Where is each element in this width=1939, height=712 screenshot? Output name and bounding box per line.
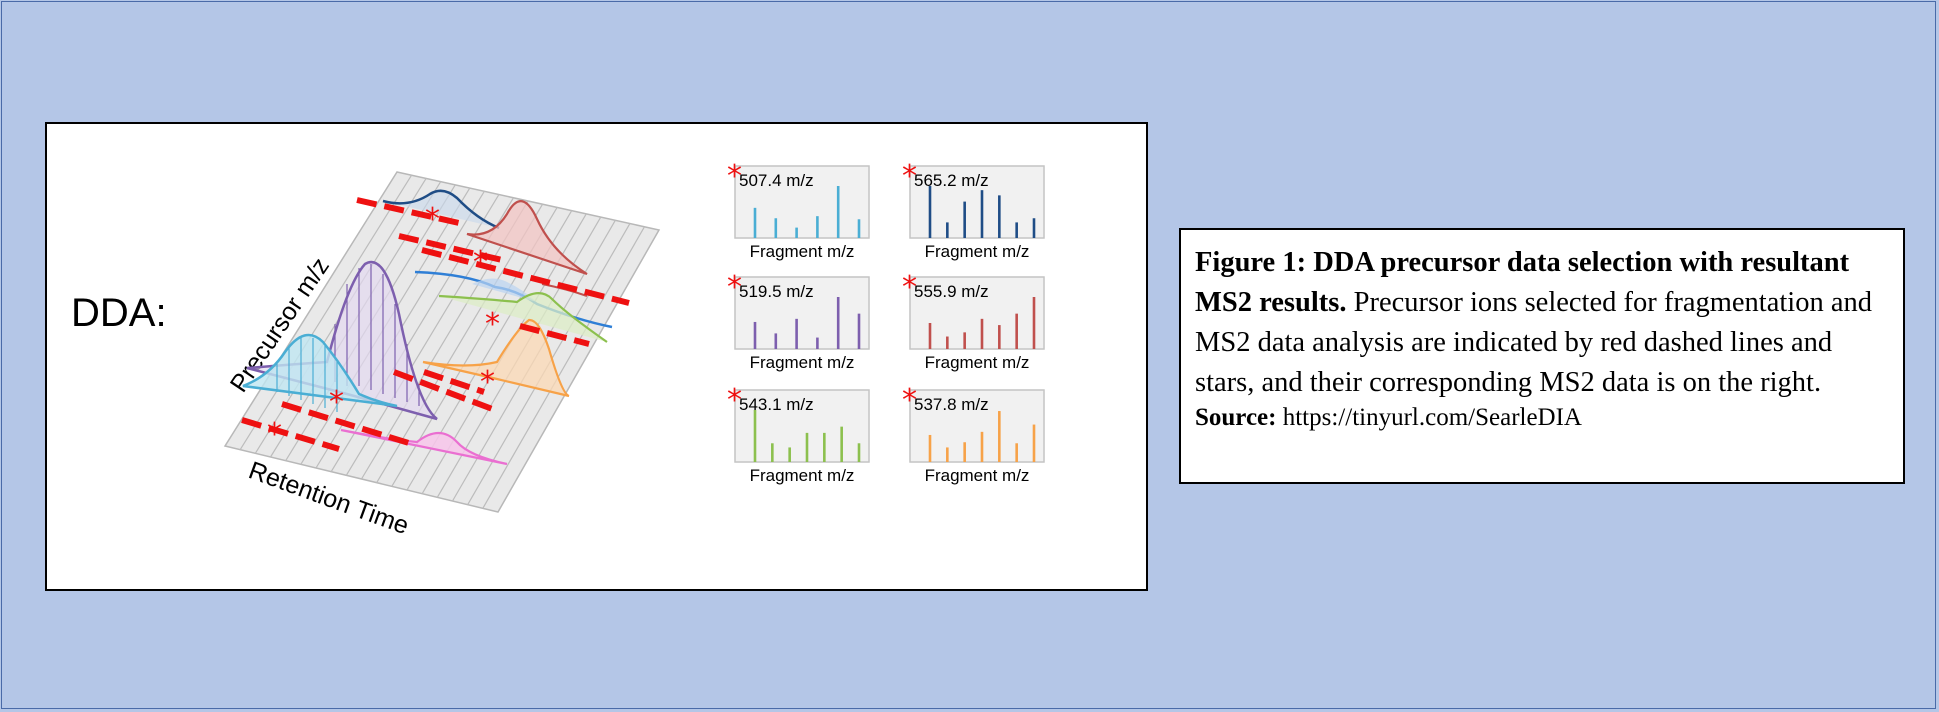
precursor-mz-label: 507.4 m/z xyxy=(739,171,814,190)
dashed-line-5 xyxy=(392,369,497,413)
dashed-line-6 xyxy=(423,369,485,395)
star-icon: * xyxy=(727,383,742,418)
ms2-panel: *537.8 m/z Fragment m/z xyxy=(902,383,1045,485)
peak-red xyxy=(466,200,588,276)
dda-diagram: DDA: Precursor m/z Retention Time xyxy=(71,159,1045,540)
ms2-panel: *565.2 m/z Fragment m/z xyxy=(902,159,1045,261)
retention-mz-grid xyxy=(223,171,661,513)
peak-green xyxy=(438,292,608,343)
elution-peaks xyxy=(242,189,613,466)
dashed-line-3 xyxy=(421,247,630,306)
ms2-panel-frame xyxy=(734,389,870,463)
star-icon: * xyxy=(329,385,344,420)
fragment-mz-axis-label: Fragment m/z xyxy=(925,353,1030,372)
star-icon: * xyxy=(473,245,488,280)
precursor-mz-label: 565.2 m/z xyxy=(914,171,989,190)
ms2-panel-frame xyxy=(734,276,870,350)
grid-line xyxy=(345,197,514,476)
star-icon: * xyxy=(267,417,282,452)
precursor-mz-label: 537.8 m/z xyxy=(914,395,989,414)
caption-text: Figure 1: DDA precursor data selection w… xyxy=(1195,243,1889,403)
selection-stars: * * * * * * xyxy=(267,202,500,452)
source-line: Source: https://tinyurl.com/SearleDIA xyxy=(1195,403,1889,433)
star-icon: * xyxy=(902,270,917,305)
dashed-line-2 xyxy=(398,233,503,263)
dashed-line-7 xyxy=(281,401,413,447)
star-icon: * xyxy=(480,365,495,400)
precursor-mz-label: 555.9 m/z xyxy=(914,282,989,301)
dashed-line-8 xyxy=(241,417,340,452)
ms2-panel: *555.9 m/z Fragment m/z xyxy=(902,270,1045,372)
ms2-panel: *519.5 m/z Fragment m/z xyxy=(727,270,870,372)
ms2-panel-frame xyxy=(909,276,1045,350)
peak-dark-blue xyxy=(382,189,500,230)
fragment-mz-axis-label: Fragment m/z xyxy=(750,353,855,372)
ms2-panel-frame xyxy=(734,165,870,239)
source-label: Source: xyxy=(1195,404,1277,431)
selection-dashes xyxy=(241,197,630,452)
grid-line xyxy=(330,194,500,472)
fragment-mz-axis-label: Fragment m/z xyxy=(925,466,1030,485)
figure-caption: Figure 1: DDA precursor data selection w… xyxy=(1179,228,1905,484)
dda-diagram-panel: DDA: Precursor m/z Retention Time xyxy=(45,122,1148,591)
grid-line xyxy=(360,200,529,480)
precursor-mz-label: 543.1 m/z xyxy=(739,395,814,414)
star-icon: * xyxy=(727,270,742,305)
dashed-line-1 xyxy=(356,197,460,226)
dashed-line-4 xyxy=(519,323,590,347)
star-icon: * xyxy=(425,202,440,237)
fragment-mz-axis-label: Fragment m/z xyxy=(750,242,855,261)
source-url: https://tinyurl.com/SearleDIA xyxy=(1276,404,1582,431)
precursor-mz-label: 519.5 m/z xyxy=(739,282,814,301)
star-icon: * xyxy=(902,383,917,418)
peak-orange xyxy=(422,318,570,398)
ms2-panel-frame xyxy=(909,389,1045,463)
caption-body: Precursor ions selected for fragmentatio… xyxy=(1195,287,1872,398)
peak-cyan xyxy=(242,333,398,408)
fragment-mz-axis-label: Fragment m/z xyxy=(750,466,855,485)
star-icon: * xyxy=(902,159,917,194)
caption-title: Figure 1: DDA precursor data selection w… xyxy=(1195,247,1850,318)
grid-line xyxy=(482,226,645,509)
grid-line xyxy=(239,174,413,450)
ms2-panel: *507.4 m/z Fragment m/z xyxy=(727,159,870,261)
ms2-panel: *543.1 m/z Fragment m/z xyxy=(727,383,870,485)
fragment-mz-axis-label: Fragment m/z xyxy=(925,242,1030,261)
star-icon: * xyxy=(485,307,500,342)
star-icon: * xyxy=(727,159,742,194)
peak-pink xyxy=(340,428,508,466)
dda-label: DDA: xyxy=(71,291,167,335)
ms2-panel-frame xyxy=(909,165,1045,239)
